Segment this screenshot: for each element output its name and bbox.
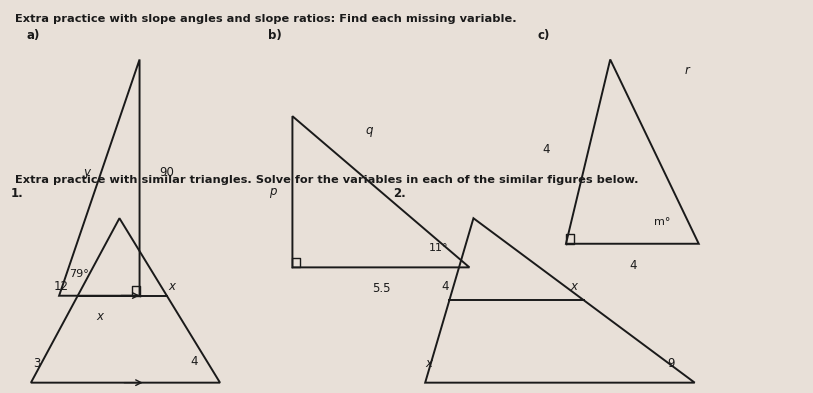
Text: 9: 9 [667, 357, 674, 370]
Text: b): b) [268, 29, 282, 42]
Text: 4: 4 [441, 280, 449, 293]
Text: r: r [685, 64, 689, 77]
Text: 11°: 11° [429, 244, 449, 253]
Text: 79°: 79° [69, 269, 89, 279]
Text: x: x [426, 357, 433, 370]
Text: a): a) [27, 29, 41, 42]
Text: c): c) [538, 29, 550, 42]
Text: 5.5: 5.5 [372, 282, 390, 295]
Text: 90: 90 [159, 166, 175, 179]
Text: 12: 12 [53, 280, 68, 293]
Text: x: x [168, 280, 176, 293]
Text: 4: 4 [542, 143, 550, 156]
Text: 4: 4 [629, 259, 637, 272]
Text: Extra practice with similar triangles. Solve for the variables in each of the si: Extra practice with similar triangles. S… [15, 175, 638, 185]
Text: 1.: 1. [11, 187, 24, 200]
Text: m°: m° [654, 217, 671, 227]
Text: x: x [96, 310, 102, 323]
Text: 2.: 2. [393, 187, 406, 200]
Text: p: p [268, 185, 276, 198]
Text: x: x [571, 280, 577, 293]
Text: y: y [84, 166, 91, 179]
Text: 3: 3 [33, 357, 41, 370]
Text: 4: 4 [190, 355, 198, 368]
Text: q: q [365, 124, 372, 137]
Text: Extra practice with slope angles and slope ratios: Find each missing variable.: Extra practice with slope angles and slo… [15, 14, 516, 24]
